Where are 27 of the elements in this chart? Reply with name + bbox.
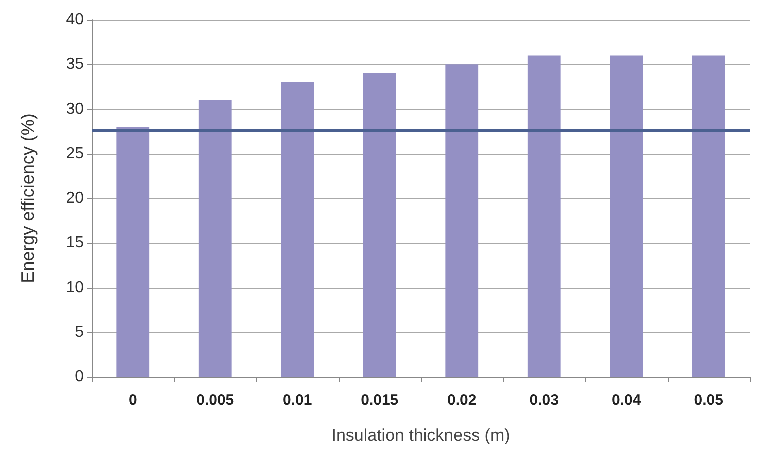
x-tick-label: 0.05 — [694, 392, 724, 409]
bar — [610, 56, 644, 377]
bar — [528, 56, 561, 377]
y-tick-label: 40 — [66, 12, 84, 28]
x-tick-label: 0 — [128, 392, 138, 409]
y-tick-label: 30 — [66, 100, 84, 118]
bar — [198, 100, 232, 377]
bar — [692, 56, 726, 377]
bar — [116, 127, 150, 377]
y-axis-title: Energy efficiency (%) — [18, 114, 38, 284]
bar — [363, 74, 396, 377]
x-tick-label: 0.03 — [530, 392, 559, 409]
y-tick-label: 25 — [66, 145, 84, 162]
y-tick-label: 0 — [75, 368, 84, 386]
x-tick-label: 0.02 — [448, 392, 477, 409]
x-tick-label: 0.015 — [361, 392, 399, 409]
x-tick-label: 0.01 — [283, 392, 312, 409]
y-tick-label: 20 — [66, 190, 84, 207]
bar — [446, 64, 479, 377]
x-tick-label: 0.04 — [612, 392, 642, 409]
y-tick-label: 10 — [66, 279, 84, 296]
x-tick-label: 0.005 — [196, 392, 234, 409]
y-tick-label: 15 — [66, 234, 84, 252]
y-tick-label: 5 — [75, 324, 84, 341]
bar — [281, 82, 314, 377]
x-axis-title: Insulation thickness (m) — [332, 426, 510, 445]
y-tick-label: 35 — [66, 56, 84, 74]
